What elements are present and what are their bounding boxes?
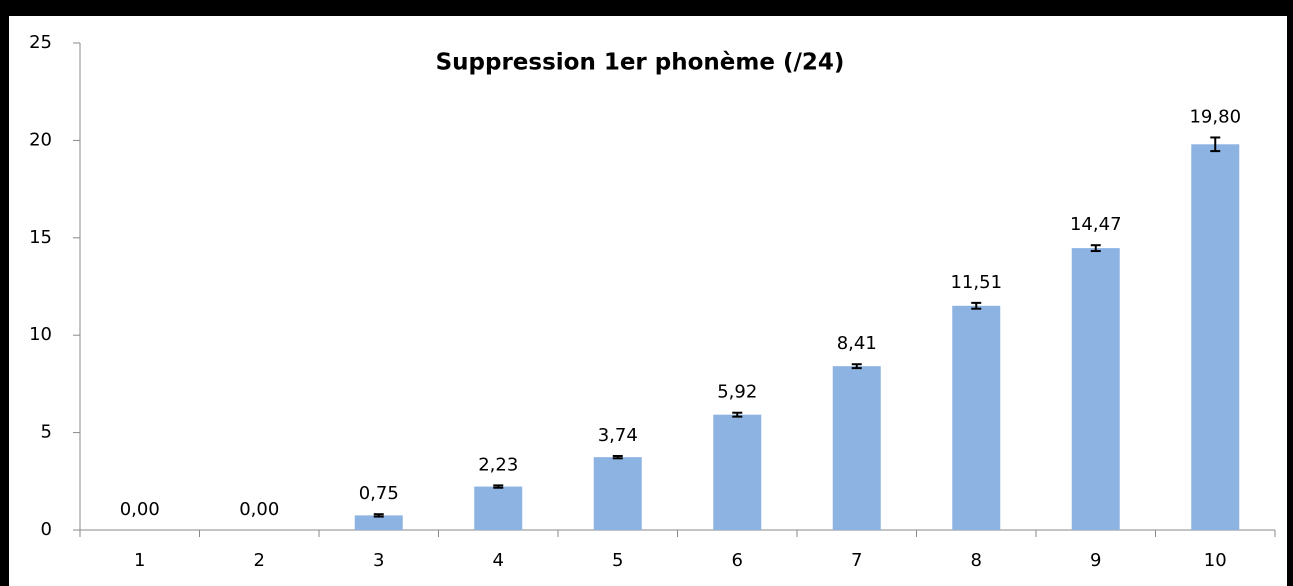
bar: [593, 457, 642, 530]
bar: [354, 515, 403, 530]
x-tick-label: 5: [612, 550, 623, 571]
left-border: [0, 0, 9, 586]
bar: [474, 486, 523, 530]
data-label: 3,74: [598, 425, 638, 446]
data-label: 8,41: [837, 333, 877, 354]
y-tick-label: 10: [29, 324, 52, 345]
x-tick-label: 1: [134, 550, 145, 571]
x-tick-label: 2: [254, 550, 265, 571]
x-tick-label: 4: [493, 550, 504, 571]
data-label: 11,51: [950, 272, 1002, 293]
data-label: 14,47: [1070, 214, 1122, 235]
bar: [832, 366, 881, 530]
right-border: [1287, 0, 1293, 586]
y-tick-label: 5: [41, 422, 52, 443]
top-border: [0, 0, 1293, 16]
data-label: 0,00: [239, 499, 279, 520]
y-tick-label: 15: [29, 227, 52, 248]
bar: [713, 414, 762, 530]
bar: [1071, 248, 1120, 531]
y-tick-label: 0: [41, 519, 52, 540]
bar: [1191, 144, 1240, 530]
data-label: 5,92: [717, 382, 757, 403]
x-tick-label: 6: [732, 550, 743, 571]
x-tick-label: 7: [851, 550, 862, 571]
x-tick-label: 10: [1204, 550, 1227, 571]
bar: [952, 305, 1001, 530]
data-label: 19,80: [1189, 106, 1241, 127]
data-label: 0,00: [120, 499, 160, 520]
x-tick-label: 9: [1090, 550, 1101, 571]
data-label: 2,23: [478, 454, 518, 475]
x-tick-label: 3: [373, 550, 384, 571]
y-tick-label: 20: [29, 129, 52, 150]
data-label: 0,75: [359, 483, 399, 504]
x-tick-label: 8: [971, 550, 982, 571]
y-tick-label: 25: [29, 32, 52, 53]
chart-title: Suppression 1er phonème (/24): [436, 50, 845, 76]
